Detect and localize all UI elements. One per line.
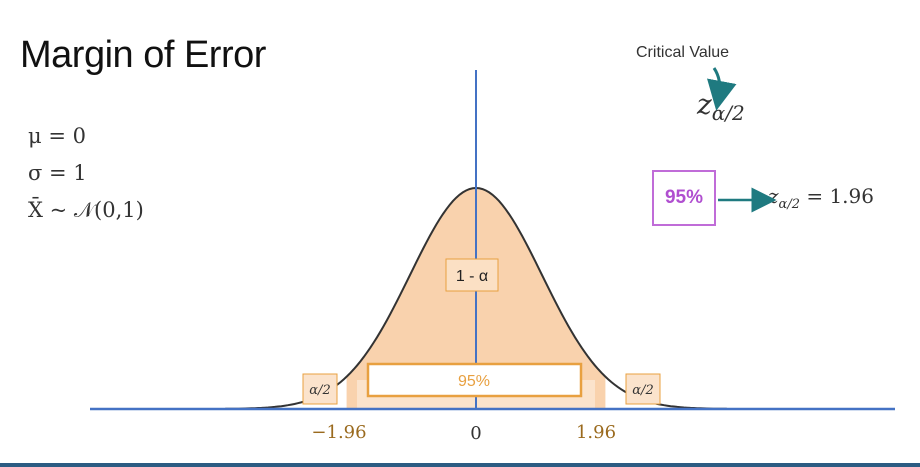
distribution-param: X̄ ~ 𝒩(0,1) bbox=[28, 198, 144, 222]
mu-param: μ = 0 bbox=[28, 124, 86, 148]
tick-label-pos: 1.96 bbox=[576, 422, 616, 443]
interval-label: 95% bbox=[458, 373, 490, 390]
sigma-param: σ = 1 bbox=[28, 161, 87, 185]
tick-label-neg: −1.96 bbox=[311, 422, 366, 443]
bottom-bar bbox=[0, 463, 920, 467]
page-title: Margin of Error bbox=[20, 34, 266, 76]
right-tail-box bbox=[625, 373, 661, 405]
critical-arrow bbox=[707, 67, 737, 111]
z-result-sub: α/2 bbox=[778, 197, 800, 212]
critical-value-label: Critical Value bbox=[636, 44, 730, 61]
interval-box bbox=[366, 362, 583, 398]
right-tail-label: α/2 bbox=[632, 383, 653, 398]
parameters-block: μ = 0 σ = 1 X̄ ~ 𝒩(0,1) bbox=[28, 118, 144, 229]
left-tail-box bbox=[302, 373, 338, 405]
left-tail-label: α/2 bbox=[309, 383, 330, 398]
tick-label-zero: 0 bbox=[470, 423, 481, 444]
confidence-level-box: 95% bbox=[652, 170, 716, 226]
center-label: 1 - α bbox=[456, 268, 488, 285]
center-label-box bbox=[445, 258, 499, 292]
z-result-value: = 1.96 bbox=[799, 184, 874, 208]
